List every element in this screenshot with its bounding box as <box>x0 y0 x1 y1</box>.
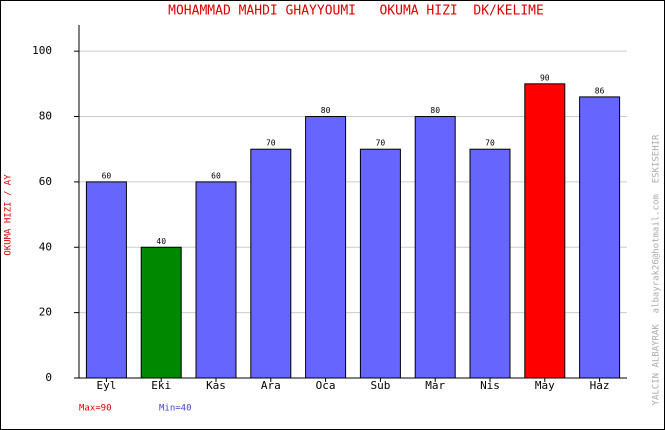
value-label: 80 <box>430 106 440 115</box>
x-tick-label: Kas <box>206 379 226 392</box>
bar <box>85 181 127 379</box>
bar <box>469 148 511 379</box>
bar <box>305 116 347 379</box>
value-label: 80 <box>321 106 331 115</box>
x-tick-label: May <box>535 379 555 392</box>
x-tick-label: Eki <box>151 379 171 392</box>
bar <box>414 116 456 379</box>
y-tick-label: 40 <box>39 240 52 253</box>
bar <box>524 83 566 379</box>
bar <box>195 181 237 379</box>
y-tick-label: 20 <box>39 306 52 319</box>
bar <box>140 246 182 379</box>
x-tick-label: Mar <box>425 379 445 392</box>
min-note: Min=40 <box>159 404 192 414</box>
value-label: 70 <box>266 139 276 148</box>
bar <box>250 148 292 379</box>
y-tick-label: 60 <box>39 175 52 188</box>
chart-title: MOHAMMAD MAHDI GHAYYOUMI OKUMA HIZI DK/K… <box>168 4 544 19</box>
x-tick-label: Ara <box>261 379 281 392</box>
bar <box>359 148 401 379</box>
x-tick-label: Oca <box>316 379 336 392</box>
value-label: 70 <box>485 139 495 148</box>
value-label: 90 <box>540 73 550 82</box>
value-label: 70 <box>376 139 386 148</box>
y-axis-label: OKUMA HIZI / AY <box>4 174 14 256</box>
x-tick-label: Eyl <box>96 379 116 392</box>
value-label: 86 <box>595 86 605 95</box>
y-tick-label: 80 <box>39 110 52 123</box>
y-tick-label: 100 <box>32 44 52 57</box>
bar <box>579 96 621 379</box>
max-note: Max=90 <box>79 404 112 414</box>
y-tick-label: 0 <box>45 371 52 384</box>
x-tick-label: Nis <box>480 379 500 392</box>
value-label: 60 <box>102 171 112 180</box>
x-tick-label: Haz <box>590 379 610 392</box>
value-label: 40 <box>156 237 166 246</box>
value-label: 60 <box>211 171 221 180</box>
side-note: YALCIN ALBAYRAK albayrak26@hotmail.com E… <box>652 134 662 406</box>
x-tick-label: Sub <box>370 379 390 392</box>
